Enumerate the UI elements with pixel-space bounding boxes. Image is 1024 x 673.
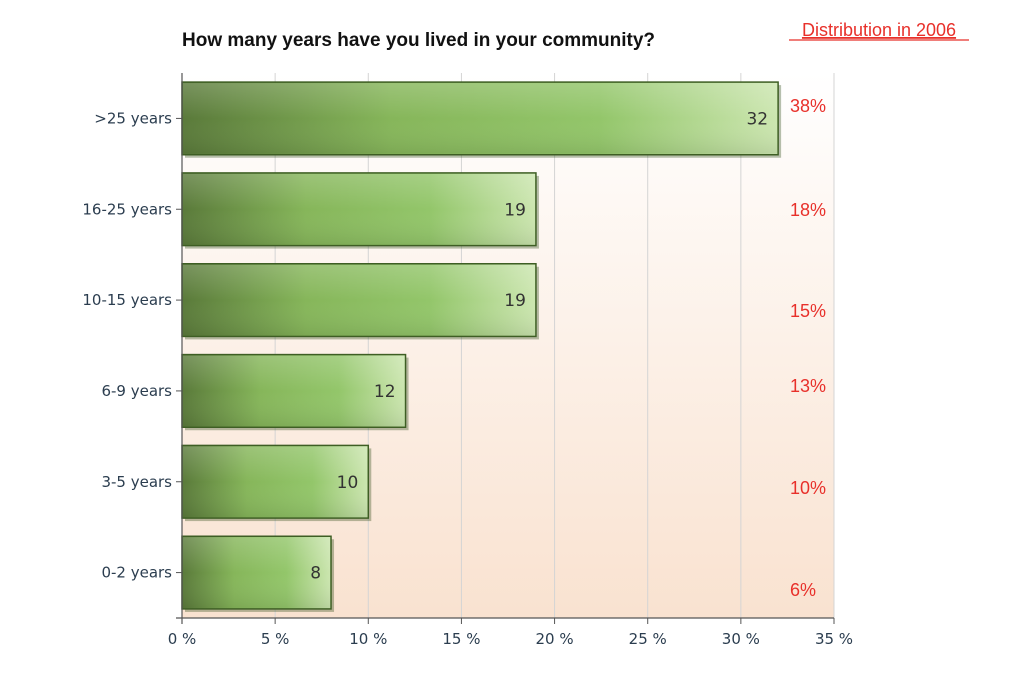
category-label: 10-15 years (82, 291, 172, 309)
category-labels: >25 years 16-25 years 10-15 years 6-9 years… (82, 109, 182, 582)
bars: 32 19 19 12 10 8 (181, 81, 782, 612)
x-tick-label: 10 % (349, 630, 387, 648)
category-label: >25 years (94, 109, 172, 127)
comparison-values: 38% 18% 15% 13% 10% 6% (790, 96, 826, 600)
chart-title: How many years have you lived in your co… (182, 30, 655, 51)
grid-lines (181, 73, 835, 624)
bar-value-label: 8 (310, 564, 321, 584)
bar-value-label: 19 (504, 200, 526, 220)
tick-labels: 0 % 5 % 10 % 15 % 20 % 25 % 30 % 35 % (168, 630, 853, 648)
x-tick-label: 30 % (722, 630, 760, 648)
bar-highlight (183, 264, 535, 336)
x-tick-label: 35 % (815, 630, 853, 648)
bar-highlight (183, 355, 405, 427)
bar-value-label: 19 (504, 291, 526, 311)
bar-value-label: 32 (746, 109, 768, 129)
axes (176, 73, 834, 624)
category-label: 0-2 years (101, 564, 172, 582)
x-tick-label: 20 % (536, 630, 574, 648)
x-tick-label: 25 % (629, 630, 667, 648)
comparison-value: 10% (790, 478, 826, 498)
x-tick-label: 15 % (442, 630, 480, 648)
plot-background (182, 73, 834, 618)
bar-value-label: 10 (337, 473, 359, 493)
comparison-legend-link[interactable]: Distribution in 2006 (802, 20, 956, 40)
x-tick-label: 5 % (261, 630, 290, 648)
category-label: 6-9 years (101, 382, 172, 400)
bar-highlight (183, 83, 778, 154)
bar-value-label: 12 (374, 382, 396, 402)
bar-highlight (183, 173, 535, 245)
bar-highlight (183, 446, 368, 518)
x-tick-label: 0 % (168, 630, 197, 648)
category-label: 3-5 years (101, 473, 172, 491)
bar-highlight (183, 537, 331, 608)
comparison-value: 6% (790, 580, 816, 600)
category-label: 16-25 years (82, 200, 172, 218)
comparison-value: 15% (790, 301, 826, 321)
comparison-value: 38% (790, 96, 826, 116)
comparison-value: 18% (790, 200, 826, 220)
comparison-value: 13% (790, 376, 826, 396)
